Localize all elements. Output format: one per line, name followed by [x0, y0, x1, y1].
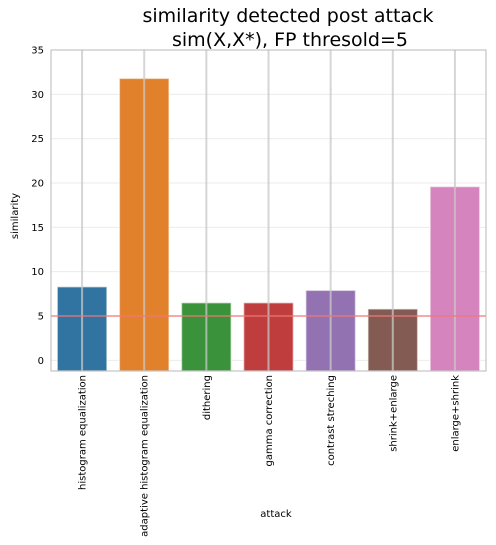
x-axis-label: attack [260, 509, 292, 520]
x-tick-label: adaptive histogram equalization [140, 375, 151, 537]
x-tick-label: dithering [202, 375, 213, 420]
x-tick-label: shrink+enlarge [388, 375, 399, 452]
y-tick-label: 25 [31, 134, 44, 145]
plot-area: 0 5 10 15 20 25 30 35 histogram equalization adap… [31, 46, 487, 537]
y-tick-label: 0 [38, 356, 44, 367]
x-tick-label: gamma correction [264, 375, 275, 467]
y-tick-label: 15 [31, 223, 44, 234]
x-tick-label: enlarge+shrink [450, 375, 461, 452]
chart-title-line-2: sim(X,X*), FP thresold=5 [172, 29, 408, 51]
y-tick-label: 5 [38, 312, 44, 323]
y-tick-label: 30 [31, 90, 44, 101]
y-tick-label: 20 [31, 179, 44, 190]
x-tick-label: histogram equalization [78, 375, 89, 490]
plot-frame [50, 49, 487, 372]
chart-title-line-1: similarity detected post attack [143, 5, 434, 27]
y-axis-label: similarity [10, 193, 21, 239]
x-tick-label: contrast streching [326, 375, 337, 466]
y-tick-label: 10 [31, 267, 44, 278]
y-tick-label: 35 [31, 46, 44, 57]
